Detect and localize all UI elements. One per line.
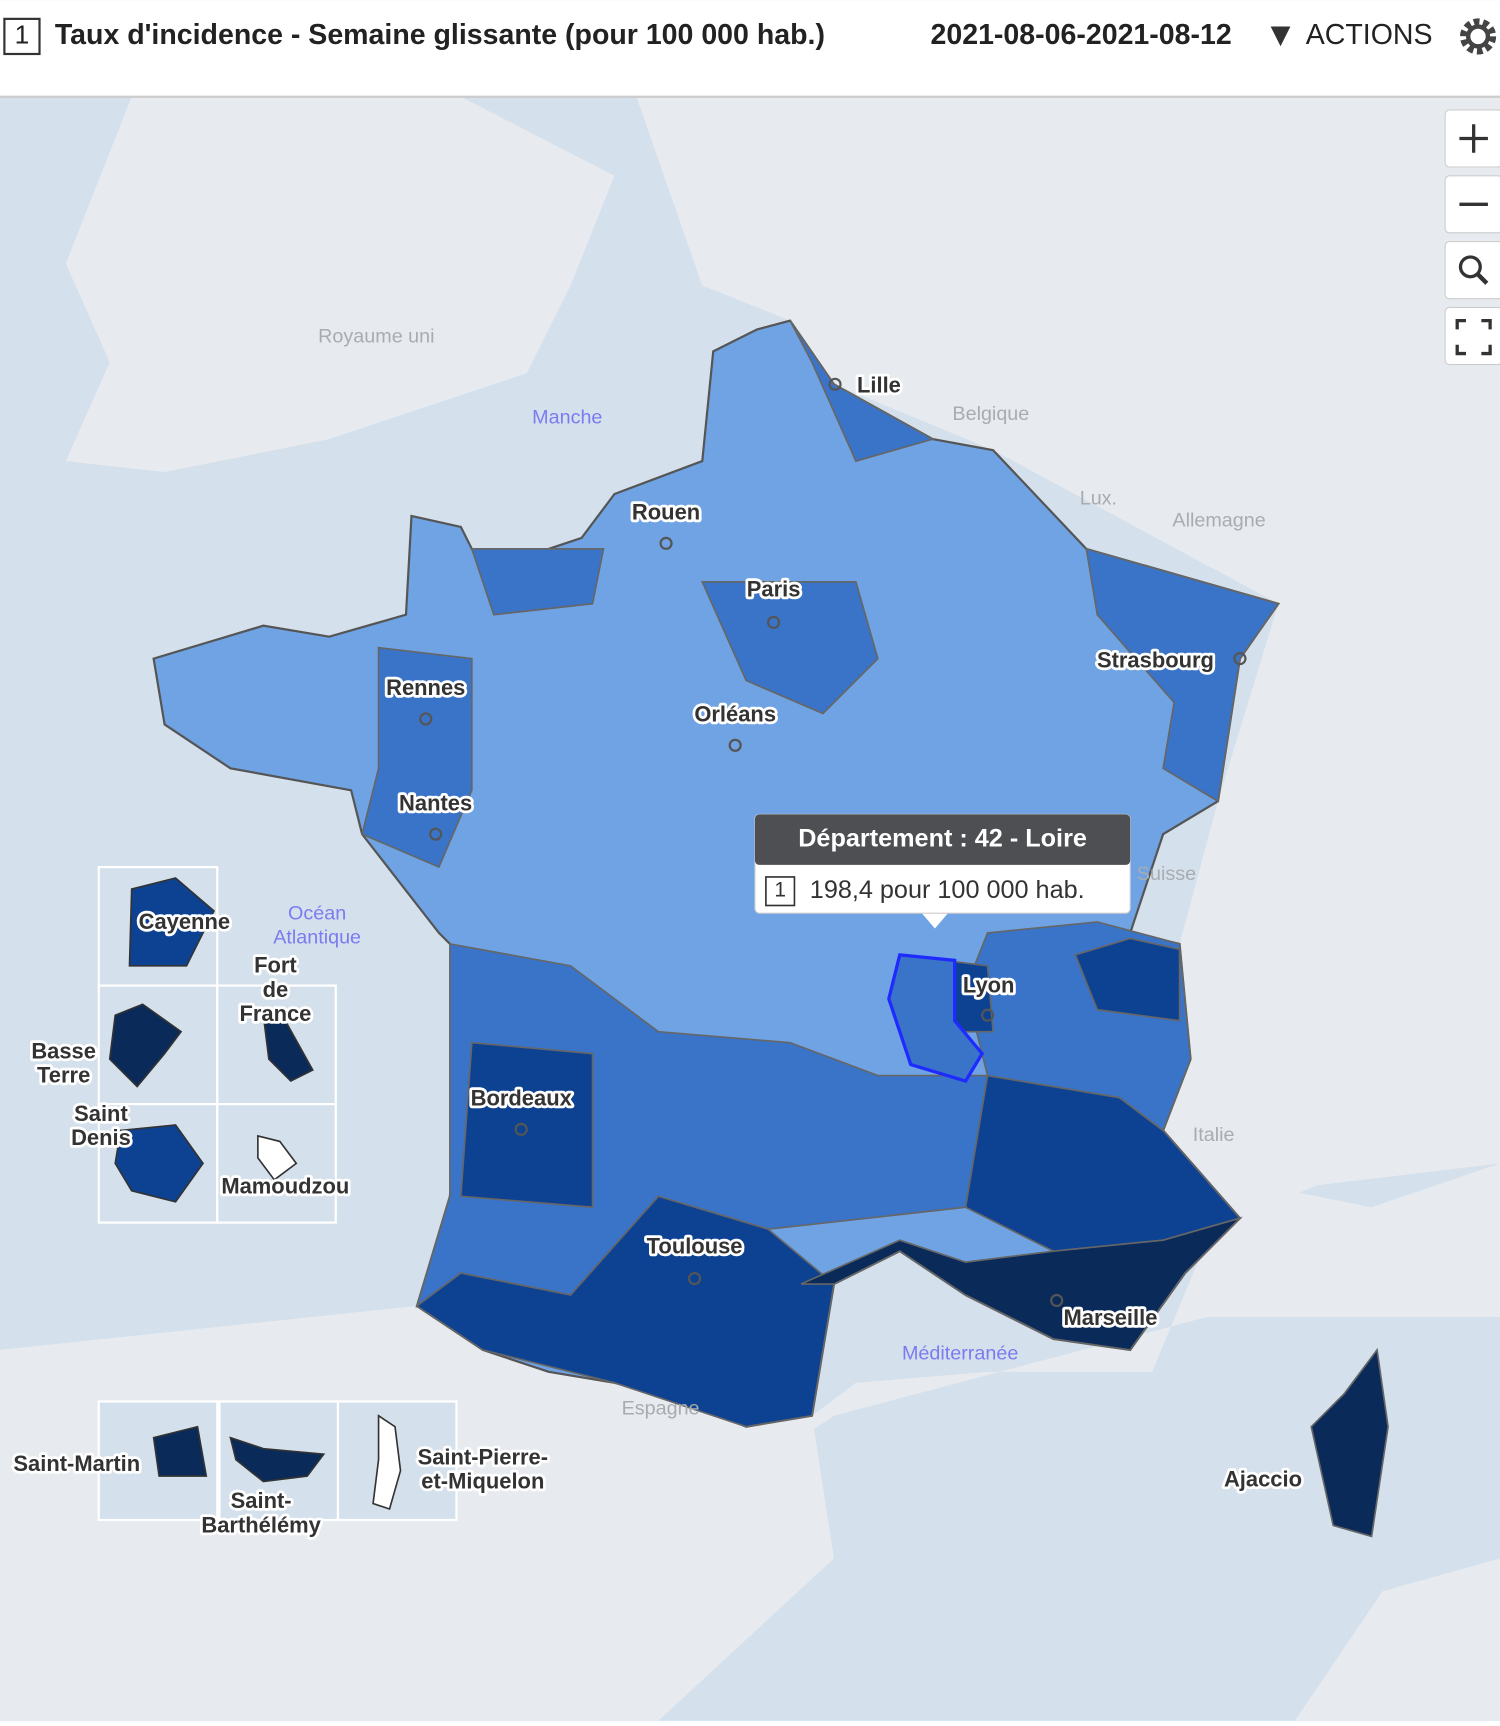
city-label: Orléans <box>694 701 776 726</box>
overseas-label: Fort <box>254 953 297 978</box>
overseas-label: de <box>263 977 289 1002</box>
city-label: Paris <box>747 576 801 601</box>
tooltip-pointer <box>921 913 949 929</box>
sardinia <box>1294 1558 1500 1721</box>
header-badge-box <box>3 17 41 56</box>
country-label: Lux. <box>1080 488 1117 510</box>
overseas-label: et-Miquelon <box>421 1468 544 1493</box>
city-label: Rennes <box>386 675 465 700</box>
tooltip-value: 198,4 pour 100 000 hab. <box>810 876 1085 904</box>
city-marker <box>828 377 842 391</box>
settings-icon[interactable] <box>1459 18 1497 55</box>
country-label: Italie <box>1193 1124 1235 1146</box>
city-marker <box>1233 652 1247 666</box>
city-label: Ajaccio <box>1224 1466 1302 1491</box>
header-bg <box>0 0 1500 97</box>
department[interactable] <box>470 548 605 616</box>
department[interactable] <box>701 580 879 715</box>
map-controls <box>1444 109 1500 366</box>
tooltip: Département : 42 - Loire 1 198,4 pour 10… <box>754 813 1131 929</box>
saint-barthelemy[interactable] <box>229 1436 326 1483</box>
department[interactable] <box>1085 547 1280 803</box>
header-badge: 1 <box>15 19 30 49</box>
sea-label: Océan <box>288 902 346 924</box>
tooltip-title: Département : 42 - Loire <box>798 824 1087 852</box>
city-marker <box>419 712 433 726</box>
overseas-label: Saint <box>74 1101 128 1126</box>
labels: Lille Rouen Paris Strasbourg Rennes Orléans Na… <box>11 325 1305 1540</box>
city-marker <box>1050 1293 1064 1308</box>
martinique[interactable] <box>262 1014 314 1083</box>
header-title: Taux d'incidence - Semaine glissante (po… <box>55 19 825 51</box>
city-marker <box>767 615 781 629</box>
country-label: Espagne <box>622 1397 700 1419</box>
corsica[interactable] <box>1310 1347 1389 1538</box>
city-marker <box>659 536 673 550</box>
tooltip-badge: 1 <box>774 879 786 902</box>
country-label: Suisse <box>1137 863 1196 885</box>
search-icon-handle <box>1476 272 1489 285</box>
header: 1 Taux d'incidence - Semaine glissante (… <box>0 0 1500 98</box>
zoom-in-icon <box>1459 124 1488 153</box>
overseas-label: Terre <box>37 1062 90 1087</box>
city-marker <box>728 738 742 752</box>
period-dropdown-arrow[interactable] <box>1270 26 1291 47</box>
department[interactable] <box>459 1041 594 1209</box>
spm[interactable] <box>372 1414 402 1511</box>
departments <box>361 320 1389 1538</box>
guyane[interactable] <box>128 877 215 967</box>
sea-label: Atlantique <box>273 927 361 949</box>
department[interactable] <box>361 646 473 869</box>
city-label: Rouen <box>632 500 700 525</box>
city-label: Lyon <box>963 972 1015 997</box>
tooltip-header <box>754 814 1131 865</box>
city-label: Bordeaux <box>471 1086 573 1111</box>
search-icon <box>1458 255 1482 279</box>
overseas-label: Saint-Pierre- <box>418 1444 548 1469</box>
city-marker <box>980 1008 995 1022</box>
city-label: Nantes <box>399 790 472 815</box>
city-label: Lille <box>857 372 901 397</box>
fullscreen-icon <box>1455 318 1492 356</box>
country-label: Belgique <box>952 403 1029 425</box>
reunion[interactable] <box>114 1124 205 1203</box>
overseas-label: Saint- <box>231 1488 292 1513</box>
period-selector[interactable]: 2021-08-06-2021-08-12 <box>931 19 1232 51</box>
search-button[interactable] <box>1444 241 1500 300</box>
gear-inner <box>1465 24 1491 49</box>
overseas-label: Denis <box>71 1125 131 1150</box>
europe-land <box>636 96 1500 1219</box>
britain <box>65 96 615 473</box>
city-marker <box>514 1122 528 1136</box>
country-label: Royaume uni <box>318 325 434 347</box>
gear <box>1459 18 1497 55</box>
tooltip-badge-box <box>765 876 796 907</box>
country-label: Allemagne <box>1172 510 1265 532</box>
saint-martin[interactable] <box>152 1425 208 1477</box>
overseas-label: Basse <box>31 1038 96 1063</box>
sea-label: Méditerranée <box>902 1343 1018 1365</box>
overseas-label: France <box>239 1001 311 1026</box>
city-label: Strasbourg <box>1097 648 1214 673</box>
overseas-shapes <box>108 877 402 1511</box>
overseas-label: Barthélémy <box>201 1512 321 1537</box>
overseas-label: Cayenne <box>139 909 230 934</box>
department[interactable] <box>800 1216 1243 1351</box>
city-label: Marseille <box>1064 1305 1158 1330</box>
department[interactable] <box>789 320 935 463</box>
department-selected[interactable] <box>887 953 985 1084</box>
city-marker <box>688 1271 702 1286</box>
actions-button[interactable]: ACTIONS <box>1306 19 1433 51</box>
fullscreen-button[interactable] <box>1444 306 1500 366</box>
department[interactable] <box>1074 937 1181 1022</box>
city-label: Toulouse <box>647 1234 743 1259</box>
sea-label: Manche <box>532 407 602 429</box>
city-marker <box>429 827 443 841</box>
guadeloupe[interactable] <box>108 1003 183 1088</box>
mayotte[interactable] <box>257 1134 298 1181</box>
overseas-label: Saint-Martin <box>13 1451 140 1476</box>
overseas-label: Mamoudzou <box>221 1173 349 1198</box>
